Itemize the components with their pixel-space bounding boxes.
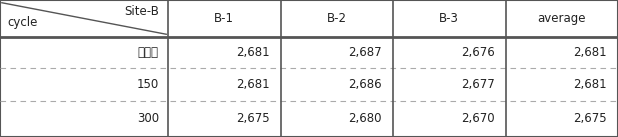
Text: 2,676: 2,676 — [460, 46, 494, 59]
Text: 2,675: 2,675 — [574, 112, 607, 125]
Text: B-3: B-3 — [439, 12, 459, 25]
Text: 300: 300 — [137, 112, 159, 125]
Text: B-2: B-2 — [327, 12, 347, 25]
Text: 2,680: 2,680 — [349, 112, 382, 125]
Text: 2,681: 2,681 — [574, 46, 607, 59]
Text: 초기값: 초기값 — [138, 46, 159, 59]
Text: Site-B: Site-B — [124, 5, 159, 18]
Text: 2,681: 2,681 — [236, 78, 269, 91]
Text: cycle: cycle — [7, 16, 38, 29]
Text: 2,681: 2,681 — [236, 46, 269, 59]
Text: B-1: B-1 — [214, 12, 234, 25]
Text: 2,681: 2,681 — [574, 78, 607, 91]
Text: 2,670: 2,670 — [461, 112, 494, 125]
Text: 150: 150 — [137, 78, 159, 91]
Text: 2,675: 2,675 — [236, 112, 269, 125]
Text: average: average — [538, 12, 586, 25]
Text: 2,686: 2,686 — [349, 78, 382, 91]
Text: 2,677: 2,677 — [460, 78, 494, 91]
Text: 2,687: 2,687 — [349, 46, 382, 59]
